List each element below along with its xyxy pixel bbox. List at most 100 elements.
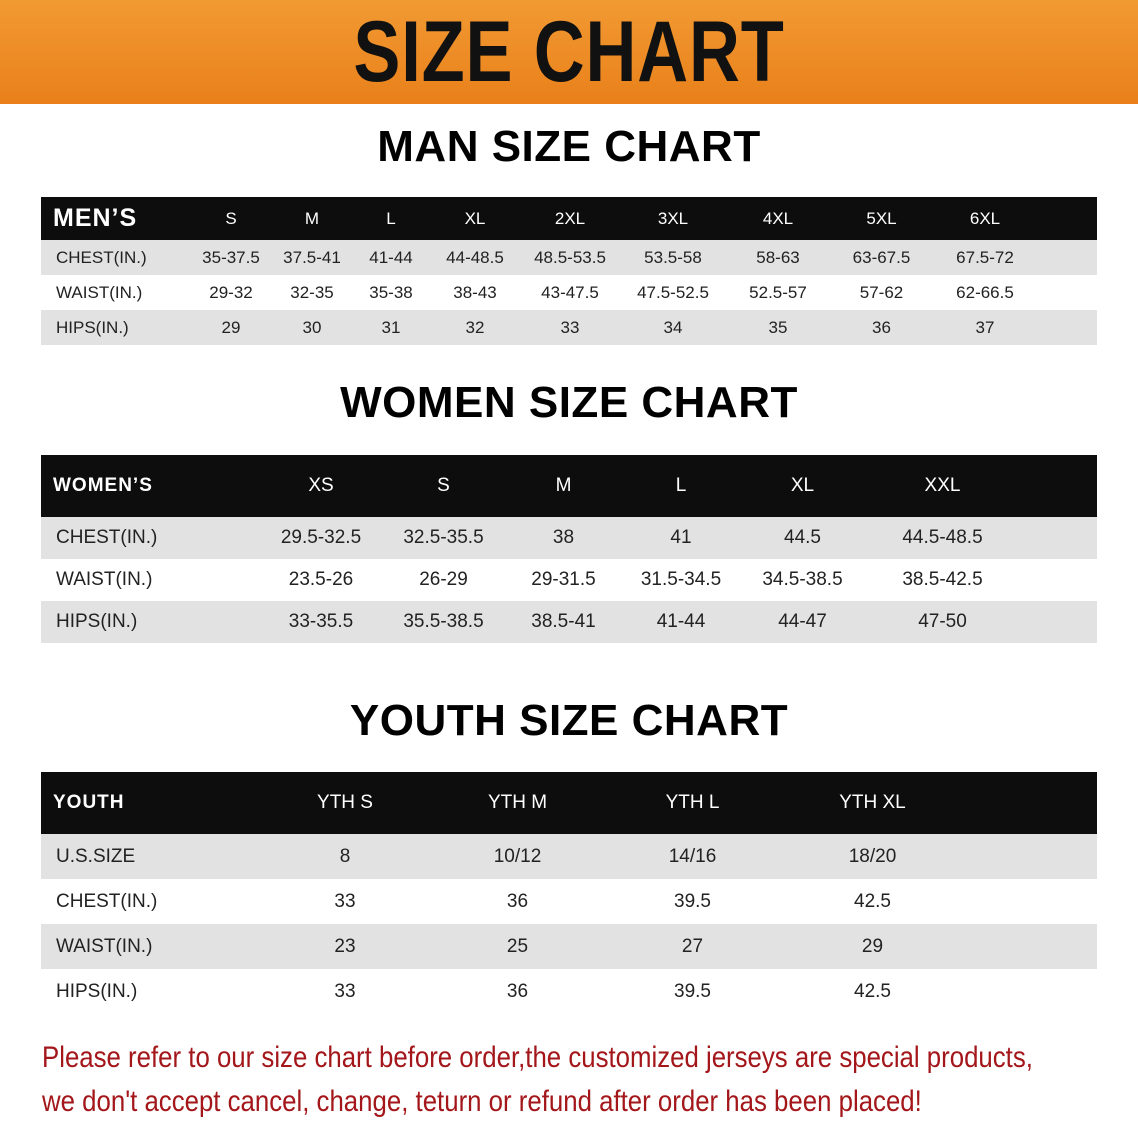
- table-cell: 47.5-52.5: [637, 282, 709, 302]
- table-cell: 48.5-53.5: [534, 247, 606, 267]
- table-cell: 33: [560, 317, 580, 337]
- table-row: WAIST(IN.) 23 25 27 29: [41, 924, 1097, 969]
- table-cell: 32.5-35.5: [403, 527, 484, 548]
- size-header-cell: S: [225, 208, 237, 228]
- table-cell: 35-38: [369, 282, 413, 302]
- table-cell: 29.5-32.5: [280, 527, 362, 548]
- table-header-row: YOUTH YTH S YTH M YTH L YTH XL: [41, 772, 1097, 834]
- row-label: HIPS(IN.): [56, 317, 129, 337]
- size-header-cell: YTH XL: [839, 792, 906, 813]
- size-header-cell: M: [555, 475, 572, 496]
- women-size-table: WOMEN’S XS S M L XL XXL CHEST(IN.) 29.5-32.5 32.5…: [41, 455, 1097, 643]
- table-cell: 44.5: [784, 527, 821, 548]
- row-label: U.S.SIZE: [56, 845, 136, 867]
- table-row: CHEST(IN.) 35-37.5 37.5-41 41-44 44-48.5 48.5…: [41, 240, 1097, 275]
- notice-line-1: Please refer to our size chart before or…: [42, 1041, 1033, 1074]
- table-cell: 14/16: [668, 845, 717, 867]
- table-cell: 43-47.5: [541, 282, 599, 302]
- table-cell: 41: [670, 527, 692, 548]
- table-cell: 39.5: [674, 980, 711, 1002]
- table-cell: 34.5-38.5: [762, 569, 843, 590]
- table-cell: 38.5-41: [531, 611, 596, 632]
- table-cell: 38: [552, 527, 575, 548]
- banner-title: SIZE CHART: [353, 4, 785, 100]
- table-cell: 41-44: [656, 611, 706, 632]
- table-cell: 39.5: [674, 890, 711, 912]
- table-cell: 38-43: [453, 282, 497, 302]
- table-cell: 44-48.5: [446, 247, 504, 267]
- table-title-cell: WOMEN’S: [53, 475, 153, 496]
- table-cell: 18/20: [848, 845, 897, 867]
- table-row: CHEST(IN.) 33 36 39.5 42.5: [41, 879, 1097, 924]
- table-cell: 35-37.5: [202, 247, 260, 267]
- size-header-cell: XXL: [924, 475, 961, 496]
- table-cell: 29: [221, 317, 241, 337]
- table-cell: 33-35.5: [288, 611, 354, 632]
- size-header-cell: 2XL: [554, 208, 586, 228]
- table-cell: 36: [872, 317, 891, 337]
- men-section-title: MAN SIZE CHART: [377, 122, 761, 171]
- size-header-cell: YTH L: [665, 792, 720, 813]
- table-cell: 58-63: [756, 247, 800, 267]
- table-cell: 23: [334, 935, 356, 957]
- table-cell: 31: [381, 317, 401, 337]
- table-cell: 34: [663, 317, 683, 337]
- table-cell: 52.5-57: [749, 282, 807, 302]
- table-title-cell: MEN’S: [53, 204, 138, 232]
- table-cell: 33: [334, 980, 356, 1002]
- table-cell: 33: [334, 890, 356, 912]
- row-label: CHEST(IN.): [56, 247, 147, 267]
- table-cell: 10/12: [493, 845, 542, 867]
- table-cell: 29-31.5: [531, 569, 596, 590]
- table-cell: 37.5-41: [283, 247, 341, 267]
- table-header-row: MEN’S S M L XL 2XL 3XL 4XL 5XL 6XL: [41, 197, 1097, 240]
- row-label: WAIST(IN.): [56, 282, 143, 302]
- table-cell: 32-35: [290, 282, 334, 302]
- table-cell: 27: [681, 935, 704, 957]
- table-cell: 47-50: [918, 611, 967, 632]
- size-header-cell: 6XL: [969, 208, 1001, 228]
- table-cell: 32: [465, 317, 485, 337]
- table-cell: 37: [975, 317, 995, 337]
- men-size-table: MEN’S S M L XL 2XL 3XL 4XL 5XL 6XL CHEST(IN.) 35-37…: [41, 197, 1097, 345]
- size-header-cell: YTH S: [317, 792, 373, 813]
- table-row: HIPS(IN.) 29 30 31 32 33 34 35 36 37: [41, 310, 1097, 345]
- table-header-row: WOMEN’S XS S M L XL XXL: [41, 455, 1097, 517]
- table-row: WAIST(IN.) 29-32 32-35 35-38 38-43 43-47.5 47.…: [41, 275, 1097, 310]
- table-row: CHEST(IN.) 29.5-32.5 32.5-35.5 38 41 44.5 44.5…: [41, 517, 1097, 559]
- size-header-cell: 5XL: [866, 208, 897, 228]
- size-header-cell: 3XL: [657, 208, 689, 228]
- table-cell: 36: [506, 980, 529, 1002]
- table-cell: 8: [339, 845, 351, 867]
- table-cell: 26-29: [419, 569, 468, 590]
- row-label: WAIST(IN.): [56, 935, 153, 957]
- size-header-cell: L: [675, 475, 687, 496]
- youth-size-table: YOUTH YTH S YTH M YTH L YTH XL U.S.SIZE 8 10/12…: [41, 772, 1097, 1014]
- table-cell: 42.5: [854, 890, 891, 912]
- table-title-cell: YOUTH: [53, 792, 125, 813]
- size-header-cell: M: [304, 208, 320, 228]
- table-cell: 31.5-34.5: [640, 569, 722, 590]
- size-header-cell: XL: [464, 208, 486, 228]
- table-cell: 44.5-48.5: [902, 527, 983, 548]
- size-header-cell: YTH M: [487, 792, 548, 813]
- table-cell: 23.5-26: [288, 569, 354, 590]
- size-header-cell: 4XL: [762, 208, 794, 228]
- table-cell: 41-44: [369, 247, 413, 267]
- row-label: WAIST(IN.): [56, 569, 153, 590]
- table-cell: 42.5: [854, 980, 891, 1002]
- row-label: HIPS(IN.): [56, 980, 138, 1002]
- women-section-title: WOMEN SIZE CHART: [340, 378, 798, 427]
- table-cell: 38.5-42.5: [902, 569, 983, 590]
- table-cell: 25: [506, 935, 529, 957]
- table-cell: 57-62: [859, 282, 904, 302]
- table-cell: 30: [302, 317, 322, 337]
- banner: SIZE CHART: [0, 0, 1138, 104]
- table-row: U.S.SIZE 8 10/12 14/16 18/20: [41, 834, 1097, 879]
- table-row: HIPS(IN.) 33-35.5 35.5-38.5 38.5-41 41-44 44-…: [41, 601, 1097, 643]
- size-header-cell: L: [386, 208, 396, 228]
- notice-line-2: we don't accept cancel, change, teturn o…: [42, 1085, 922, 1118]
- table-cell: 53.5-58: [644, 247, 702, 267]
- table-cell: 36: [506, 890, 529, 912]
- table-cell: 63-67.5: [852, 247, 911, 267]
